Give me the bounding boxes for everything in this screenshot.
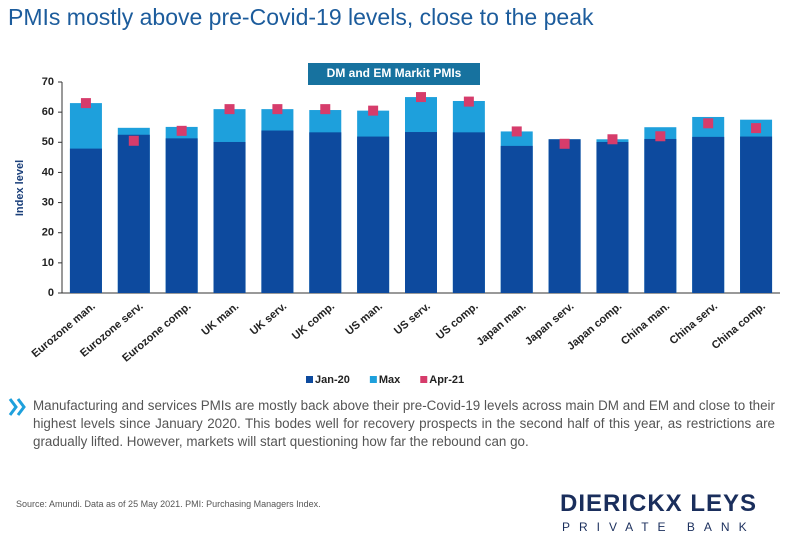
marker [128, 135, 139, 146]
y-tick-label: 40 [42, 166, 54, 178]
marker [176, 125, 187, 136]
x-tick-label: US man. [343, 300, 384, 337]
bar [500, 145, 533, 293]
marker [272, 104, 283, 115]
chart-title: DM and EM Markit PMIs [327, 66, 462, 80]
bar [644, 138, 677, 293]
bar [740, 136, 773, 293]
bar [405, 132, 437, 293]
x-tick-label: US comp. [434, 300, 481, 342]
y-tick-label: 0 [48, 287, 54, 299]
marker [416, 92, 426, 103]
legend-swatch [369, 376, 377, 383]
marker [368, 105, 379, 116]
y-axis-label: Index level [14, 160, 26, 216]
legend-label: Max [379, 374, 401, 386]
x-tick-label: US serv. [392, 300, 433, 337]
x-tick-label: China man. [619, 300, 672, 347]
bar [213, 141, 246, 293]
bar [596, 141, 629, 293]
bar [548, 139, 581, 293]
x-tick-label: UK serv. [248, 300, 289, 337]
marker [80, 98, 91, 109]
logo-name: DIERICKX LEYS [560, 490, 758, 517]
logo-tagline: PRIVATE BANK [562, 520, 756, 534]
paragraph: Manufacturing and services PMIs are most… [33, 398, 775, 449]
bar [452, 132, 485, 293]
bar [692, 136, 725, 293]
x-tick-label: UK comp. [290, 300, 337, 342]
legend-swatch [420, 376, 428, 383]
bar [69, 148, 102, 293]
legend-label: Jan-20 [315, 374, 350, 386]
marker [559, 138, 570, 149]
bar [117, 134, 150, 293]
marker [655, 131, 666, 142]
marker [463, 96, 474, 107]
marker [703, 118, 714, 129]
source: Source: Amundi. Data as of 25 May 2021. … [16, 499, 321, 509]
heading: PMIs mostly above pre-Covid-19 levels, c… [8, 4, 594, 30]
legend-label: Apr-21 [429, 374, 464, 386]
bar [309, 132, 342, 293]
y-tick-label: 30 [42, 196, 54, 208]
y-tick-label: 10 [42, 257, 54, 269]
marker [607, 134, 618, 145]
x-tick-label: UK man. [199, 300, 241, 338]
legend-swatch [306, 376, 313, 383]
marker [320, 104, 331, 115]
y-tick-label: 20 [42, 227, 54, 239]
y-tick-label: 60 [42, 106, 54, 118]
bar [165, 138, 198, 293]
bar [357, 136, 390, 293]
bullet-icon [8, 398, 26, 416]
x-tick-label: Japan man. [474, 300, 528, 348]
y-tick-label: 70 [42, 76, 54, 88]
marker [224, 104, 235, 115]
marker [751, 123, 762, 134]
chart-title-box [308, 63, 480, 85]
bar [261, 130, 294, 293]
y-tick-label: 50 [42, 136, 54, 148]
marker [511, 126, 522, 137]
